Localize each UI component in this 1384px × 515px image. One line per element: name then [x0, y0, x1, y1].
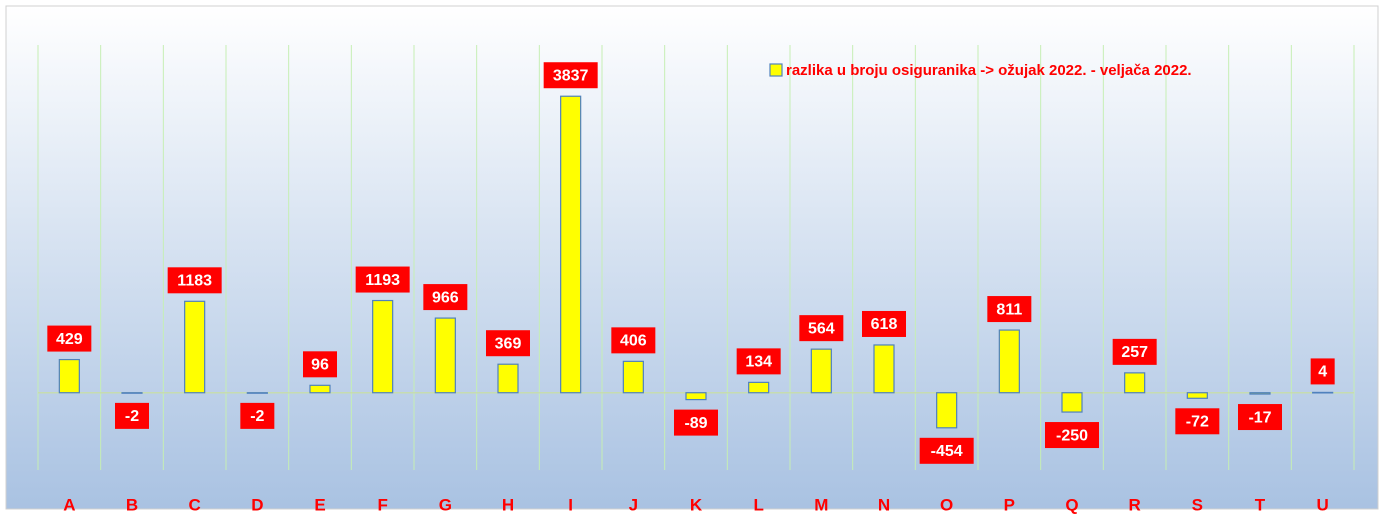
data-label: 257: [1121, 344, 1148, 361]
bar: [309, 384, 331, 394]
bar: [246, 392, 268, 394]
data-label: 406: [620, 333, 647, 350]
data-label-box: [486, 330, 530, 357]
data-label-box: [1310, 358, 1335, 385]
bar: [998, 329, 1020, 394]
x-tick-label: Q: [1065, 495, 1078, 514]
x-tick-label: K: [690, 495, 703, 514]
data-label-box: [987, 296, 1032, 323]
data-label: 966: [432, 289, 459, 306]
x-tick-label: F: [377, 495, 387, 514]
x-tick-label: C: [189, 495, 201, 514]
x-tick-label: D: [251, 495, 263, 514]
data-label: 134: [745, 354, 772, 371]
data-label: -72: [1186, 414, 1209, 431]
data-label: 811: [996, 301, 1022, 318]
data-label: 96: [311, 357, 329, 374]
data-label: -89: [684, 415, 707, 432]
data-label: 3837: [553, 67, 589, 84]
data-label: 369: [495, 335, 522, 352]
data-label-box: [423, 284, 468, 311]
x-tick-label: I: [568, 495, 573, 514]
x-tick-label: T: [1255, 495, 1266, 514]
bar: [936, 392, 958, 429]
data-label-box: [799, 315, 844, 342]
bar: [58, 358, 80, 394]
bar: [1249, 392, 1271, 395]
x-tick-label: A: [63, 495, 75, 514]
x-tick-label: J: [629, 495, 638, 514]
data-label-box: [736, 348, 781, 375]
legend-label: razlika u broju osiguranika -> ožujak 20…: [786, 62, 1192, 79]
bar: [873, 344, 895, 394]
x-tick-label: N: [878, 495, 890, 514]
x-tick-label: H: [502, 495, 514, 514]
data-label-box: [240, 402, 275, 429]
bar: [1312, 391, 1334, 394]
x-tick-label: B: [126, 495, 138, 514]
data-label-box: [115, 402, 149, 429]
bar: [685, 392, 707, 401]
x-tick-label: U: [1317, 495, 1329, 514]
x-tick-label: O: [940, 495, 953, 514]
data-label: 1183: [177, 273, 212, 290]
bar: [434, 317, 456, 394]
data-label-box: [674, 409, 718, 436]
x-tick-label: R: [1129, 495, 1141, 514]
data-label-box: [1045, 422, 1099, 449]
x-tick-label: M: [814, 495, 828, 514]
bar: [622, 360, 644, 394]
bar: [121, 392, 143, 394]
bar: [1061, 392, 1083, 413]
data-label-box: [543, 62, 598, 89]
bar: [1186, 392, 1208, 399]
x-tick-label: L: [753, 495, 763, 514]
x-tick-label: G: [439, 495, 452, 514]
data-label-box: [355, 266, 410, 293]
bar: [184, 300, 206, 394]
data-label-box: [1112, 338, 1157, 365]
data-label-box: [303, 351, 337, 378]
data-label-box: [1175, 408, 1220, 435]
x-tick-label: P: [1004, 495, 1015, 514]
data-label: 429: [56, 331, 83, 348]
bar: [560, 95, 582, 394]
data-label-box: [862, 310, 906, 337]
data-label: -2: [250, 408, 264, 425]
x-tick-label: S: [1192, 495, 1203, 514]
data-label-box: [1238, 404, 1282, 431]
data-label-box: [919, 437, 974, 464]
data-label: 1193: [365, 272, 400, 289]
data-label: 618: [871, 316, 898, 333]
data-label: -250: [1056, 427, 1088, 444]
bar: [810, 348, 832, 394]
data-label: 564: [808, 320, 835, 337]
data-label: -454: [931, 443, 963, 460]
data-label: -2: [125, 408, 139, 425]
data-label: -17: [1248, 409, 1271, 426]
bar: [372, 299, 394, 394]
legend-swatch: [769, 63, 783, 77]
bar: [497, 363, 519, 394]
data-label-box: [47, 325, 92, 352]
data-label: 4: [1318, 364, 1327, 381]
bar: [748, 381, 770, 394]
data-label-box: [167, 267, 222, 294]
bar: [1124, 372, 1146, 394]
x-tick-label: E: [314, 495, 325, 514]
data-label-box: [611, 327, 656, 354]
